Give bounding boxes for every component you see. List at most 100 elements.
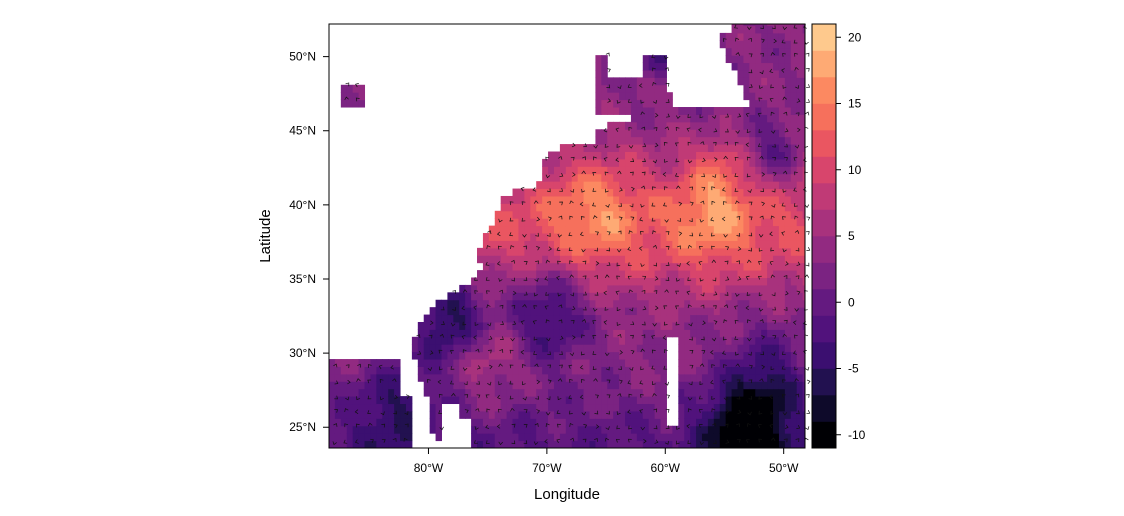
heatmap-cell: [636, 270, 644, 279]
heatmap-cell: [482, 240, 490, 249]
heatmap-cell: [494, 440, 502, 449]
heatmap-cell: [636, 410, 644, 419]
heatmap-cell: [565, 381, 573, 390]
heatmap-cell: [571, 388, 579, 397]
heatmap-cell: [559, 233, 567, 241]
heatmap-cell: [601, 336, 608, 345]
heatmap-cell: [530, 240, 537, 249]
heatmap-cell: [773, 359, 780, 367]
heatmap-cell: [696, 233, 703, 241]
wind-arrow: [533, 351, 538, 355]
heatmap-cell: [743, 277, 750, 286]
heatmap-cell: [542, 270, 549, 279]
wind-arrow: [794, 144, 800, 149]
wind-arrow: [545, 259, 551, 264]
heatmap-cell: [411, 351, 419, 360]
heatmap-cell: [767, 284, 774, 293]
heatmap-cell: [329, 418, 336, 427]
heatmap-cell: [601, 262, 608, 271]
heatmap-cell: [553, 262, 561, 271]
wind-arrow: [676, 185, 681, 189]
heatmap-cell: [642, 440, 650, 449]
wind-arrow: [686, 261, 690, 266]
heatmap-cell: [725, 307, 733, 316]
heatmap-cell: [453, 373, 460, 382]
heatmap-cell: [713, 240, 721, 249]
heatmap-cell: [648, 55, 656, 64]
heatmap-cell: [666, 233, 673, 241]
heatmap-cell: [512, 188, 519, 197]
heatmap-cell: [494, 366, 502, 375]
heatmap-cell: [767, 418, 774, 427]
heatmap-cell: [773, 233, 780, 241]
heatmap-cell: [666, 107, 673, 115]
heatmap-cell: [636, 114, 644, 123]
heatmap-cell: [654, 114, 662, 123]
wind-arrow: [664, 55, 669, 60]
heatmap-cell: [648, 425, 656, 434]
heatmap-cell: [790, 425, 798, 434]
wind-arrow: [662, 172, 667, 177]
heatmap-cell: [607, 225, 614, 234]
heatmap-cell: [749, 151, 756, 160]
wind-arrow: [724, 260, 729, 265]
heatmap-cell: [690, 425, 697, 434]
heatmap-cell: [565, 277, 573, 286]
wind-arrow: [662, 335, 667, 340]
heatmap-cell: [784, 418, 792, 427]
heatmap-cell: [595, 425, 602, 434]
wind-arrow: [510, 337, 515, 342]
heatmap-cell: [553, 225, 561, 234]
heatmap-cell: [506, 307, 514, 316]
heatmap-cell: [488, 410, 496, 419]
heatmap-cell: [500, 284, 508, 293]
heatmap-cell: [518, 203, 525, 212]
heatmap-cell: [678, 277, 685, 286]
heatmap-cell: [583, 440, 590, 449]
heatmap-cell: [701, 144, 709, 152]
heatmap-cell: [773, 307, 780, 316]
wind-arrow: [701, 186, 706, 191]
wind-arrow: [617, 230, 622, 235]
heatmap-cell: [530, 403, 537, 412]
heatmap-cell: [696, 188, 703, 197]
heatmap-cell: [595, 410, 602, 419]
heatmap-cell: [453, 381, 460, 390]
heatmap-cell: [613, 166, 620, 175]
wind-arrow: [523, 440, 528, 444]
wind-arrow: [805, 426, 810, 431]
wind-arrow: [747, 337, 752, 342]
heatmap-cell: [506, 396, 514, 405]
wind-arrow: [783, 306, 788, 311]
wind-arrow: [572, 335, 576, 340]
heatmap-cell: [660, 329, 667, 338]
wind-arrow: [722, 336, 727, 341]
heatmap-cell: [672, 314, 679, 323]
heatmap-cell: [802, 351, 806, 360]
heatmap-cell: [684, 173, 691, 182]
heatmap-cell: [642, 69, 650, 78]
wind-arrow: [544, 305, 549, 310]
heatmap-cell: [642, 321, 650, 330]
heatmap-cell: [548, 195, 555, 204]
heatmap-cell: [636, 299, 644, 308]
heatmap-cell: [684, 425, 691, 434]
heatmap-cell: [725, 40, 733, 49]
wind-arrow: [711, 200, 716, 205]
heatmap-cell: [625, 173, 632, 182]
heatmap-cell: [666, 314, 673, 323]
heatmap-cell: [796, 440, 804, 449]
wind-arrow: [760, 351, 765, 356]
heatmap-cell: [536, 373, 543, 382]
colorbar-swatch: [812, 421, 836, 449]
wind-arrow: [745, 305, 750, 311]
heatmap-cell: [707, 166, 715, 175]
heatmap-cell: [802, 40, 806, 49]
heatmap-cell: [790, 210, 798, 219]
heatmap-cell: [719, 136, 727, 145]
heatmap-cell: [500, 381, 508, 390]
heatmap-cell: [494, 233, 502, 241]
heatmap-cell: [477, 351, 484, 360]
heatmap-cell: [784, 158, 792, 167]
heatmap-cell: [329, 396, 336, 405]
